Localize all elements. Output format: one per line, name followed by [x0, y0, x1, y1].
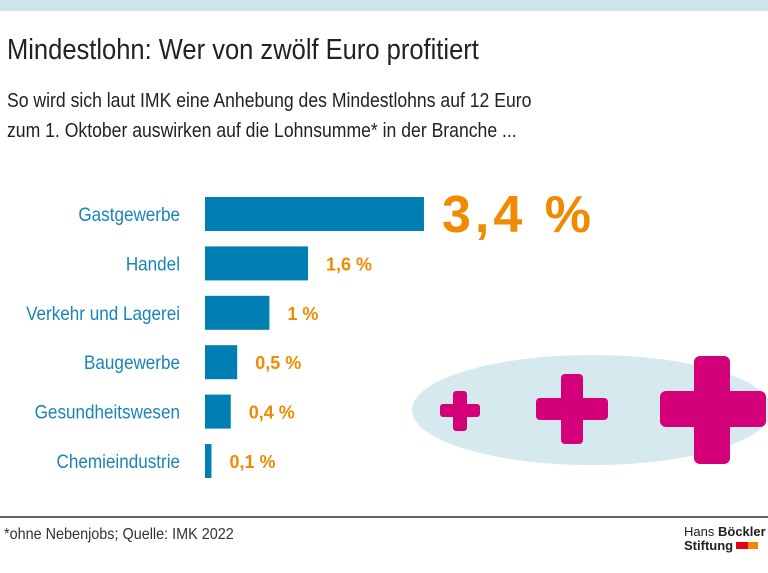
chart-subtitle-line1: So wird sich laut IMK eine Anhebung des …: [7, 90, 532, 112]
top-band: [0, 0, 768, 11]
category-label: Gesundheitswesen: [35, 402, 180, 423]
bar: [205, 444, 212, 478]
bar: [205, 197, 424, 231]
footer-rule: [0, 516, 768, 518]
bar: [205, 345, 238, 380]
plus-icon-medium: [536, 374, 608, 444]
logo-red-block: [736, 542, 748, 549]
plus-icon-large: [660, 356, 766, 464]
value-label: 3,4 %: [442, 186, 595, 244]
bar: [205, 246, 309, 281]
chart-subtitle-line2: zum 1. Oktober auswirken auf die Lohnsum…: [7, 120, 517, 142]
category-label: Baugewerbe: [84, 352, 180, 373]
category-label: Gastgewerbe: [78, 204, 180, 225]
plus-icon-small: [440, 391, 480, 431]
plus-icons: [440, 356, 766, 464]
chart-title: Mindestlohn: Wer von zwölf Euro profitie…: [7, 34, 479, 66]
value-label: 0,4 %: [249, 403, 295, 423]
category-label: Chemieindustrie: [57, 451, 180, 472]
category-label: Verkehr und Lagerei: [26, 303, 180, 324]
value-label: 0,5 %: [255, 353, 301, 373]
source-note: *ohne Nebenjobs; Quelle: IMK 2022: [4, 526, 234, 543]
bar: [205, 295, 270, 330]
bar: [205, 394, 231, 429]
logo-orange-block: [748, 542, 758, 549]
value-label: 1,6 %: [326, 254, 372, 274]
category-label: Handel: [126, 254, 180, 275]
value-label: 0,1 %: [229, 452, 275, 472]
hans-boeckler-logo: Hans Böckler Stiftung: [684, 524, 766, 553]
value-label: 1 %: [287, 304, 318, 324]
